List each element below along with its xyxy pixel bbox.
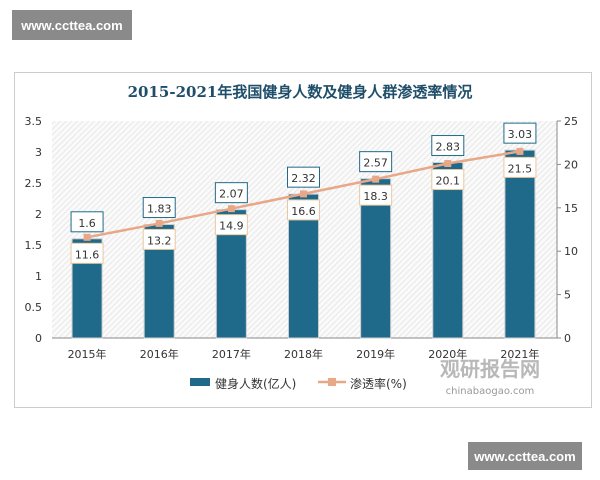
x-tick-label: 2016年 (140, 347, 179, 361)
bar-data-label: 2.32 (291, 172, 316, 185)
y-right-tick-label: 25 (564, 115, 578, 128)
x-tick-label: 2017年 (212, 347, 251, 361)
line-data-label-box (359, 184, 393, 206)
line-marker (372, 175, 380, 183)
bar-data-label: 3.03 (508, 128, 533, 141)
bar-data-label: 2.57 (363, 157, 388, 170)
bar-data-label: 2.83 (436, 141, 461, 154)
y-left-tick-label: 2 (35, 208, 42, 221)
bar-data-label-box (431, 135, 465, 157)
chart-title: 2015-2021年我国健身人数及健身人群渗透率情况 (128, 83, 473, 101)
y-left-tick-label: 1 (35, 270, 42, 283)
y-right-tick-label: 10 (564, 245, 578, 258)
x-tick-label: 2019年 (356, 347, 395, 361)
x-tick-label: 2021年 (500, 347, 539, 361)
bar-data-label: 1.83 (147, 203, 172, 216)
bar-data-label-box (142, 197, 176, 219)
line-marker (300, 190, 307, 198)
y-right-tick-label: 20 (564, 158, 578, 171)
x-tick-label: 2020年 (428, 347, 467, 361)
line-data-label: 16.6 (291, 205, 316, 218)
logo-en: chinabaogao.com (446, 386, 535, 397)
line-data-label: 18.3 (363, 190, 388, 203)
bar-data-label-box (359, 151, 393, 173)
bar (504, 149, 536, 339)
bar-data-label-box (287, 166, 320, 188)
bar-data-label: 2.07 (219, 188, 244, 201)
line-data-label-box (214, 214, 248, 236)
y-left-tick-label: 3.5 (25, 115, 43, 128)
y-left-tick-label: 0.5 (25, 301, 43, 314)
y-left-tick-label: 1.5 (25, 239, 43, 252)
line-data-label: 14.9 (219, 220, 244, 233)
line-data-label: 20.1 (436, 175, 461, 188)
line-data-label-box (70, 242, 104, 264)
line-data-label-box (142, 228, 176, 250)
legend-bar-label: 健身人数(亿人) (215, 376, 296, 391)
y-right-tick-label: 15 (564, 202, 578, 215)
legend-bar-swatch (190, 378, 210, 386)
y-left-tick-label: 0 (35, 332, 42, 345)
logo-cn: 观研报告网 (440, 357, 540, 381)
legend: 健身人数(亿人) 渗透率(%) (190, 376, 407, 391)
line-marker (83, 233, 91, 241)
legend-line-label: 渗透率(%) (350, 376, 407, 391)
bar-data-label-box (70, 211, 104, 233)
chart-frame (14, 72, 592, 408)
line-marker (227, 205, 235, 213)
bar-data-label-box (503, 122, 537, 144)
line-data-label: 11.6 (75, 248, 100, 261)
watermark-bottom: www.ccttea.com (468, 442, 582, 470)
line-data-label-box (287, 199, 320, 221)
y-right-tick-label: 5 (564, 289, 571, 302)
bar-data-label-box (214, 182, 248, 204)
watermark-top: www.ccttea.com (12, 10, 132, 40)
line-marker (516, 147, 524, 155)
line-data-label: 13.2 (147, 234, 172, 247)
line-marker (155, 219, 163, 227)
y-right-tick-label: 0 (564, 332, 571, 345)
bar-data-label: 1.6 (78, 217, 96, 230)
line-data-label-box (503, 156, 537, 178)
line-data-label-box (431, 169, 465, 191)
x-tick-label: 2015年 (68, 347, 107, 361)
x-tick-label: 2018年 (284, 347, 323, 361)
y-left-tick-label: 3 (35, 146, 42, 159)
line-data-label: 21.5 (508, 162, 533, 175)
line-marker (444, 160, 452, 168)
y-left-tick-label: 2.5 (25, 177, 43, 190)
